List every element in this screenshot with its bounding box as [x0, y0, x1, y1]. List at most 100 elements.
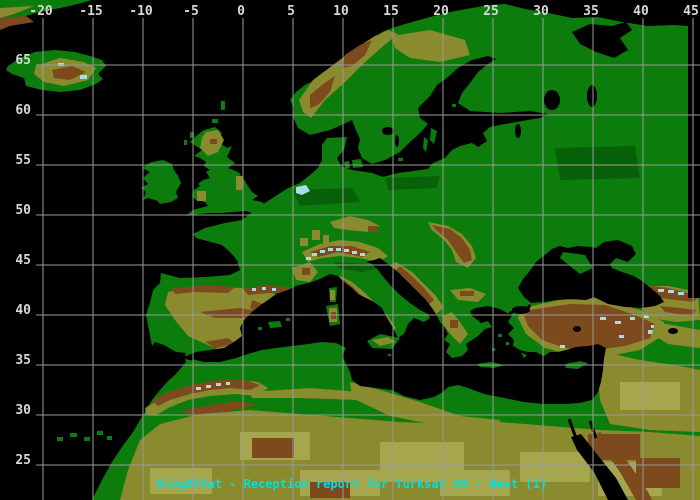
longitude-tick-label: 30 — [533, 4, 549, 19]
bornholm — [398, 158, 403, 161]
longitude-tick-label: -15 — [79, 4, 102, 19]
oland — [423, 137, 428, 152]
alps-peak-2 — [312, 253, 317, 256]
alps-peak-4 — [328, 248, 333, 251]
lake-onega — [587, 85, 597, 107]
aland — [452, 104, 456, 107]
shetland — [221, 101, 225, 110]
grampians — [210, 139, 217, 144]
alps-peak-1 — [306, 257, 311, 260]
wales-upland — [197, 191, 206, 201]
vatnajokull-glacier — [80, 75, 87, 79]
red-sea — [571, 434, 628, 500]
lesser-caucasus — [660, 306, 696, 316]
sahara-khaki-1 — [150, 468, 212, 494]
pindus-ridge — [450, 320, 458, 328]
sahara-khaki-7 — [440, 470, 510, 496]
map-title: KingOfSat - Reception report for Turksat… — [157, 477, 547, 491]
atlas-peak-1 — [196, 387, 201, 390]
strait-of-gibraltar — [182, 355, 194, 361]
zealand — [352, 159, 363, 168]
ireland — [141, 160, 181, 204]
iceland-mountains — [52, 66, 86, 80]
algeria-interior-upland — [250, 388, 360, 400]
taurus-peak — [560, 345, 565, 348]
anatolia-peak-5 — [651, 325, 656, 328]
massif-central-core — [302, 268, 310, 275]
sahara-brown-1 — [252, 438, 294, 458]
dinaric-mountains — [396, 266, 434, 305]
caspian-edge-strip — [688, 0, 700, 298]
aegean-island-1 — [498, 334, 502, 337]
orkney — [212, 119, 218, 123]
longitude-tick-label: -5 — [183, 4, 199, 19]
longitude-tick-label: 0 — [237, 4, 245, 19]
lapland-upland — [392, 30, 470, 62]
alps-peak-6 — [344, 249, 349, 252]
alps-mountains — [310, 246, 370, 257]
longitude-tick-label: 20 — [433, 4, 449, 19]
alps-peak-3 — [320, 250, 325, 253]
russia-plain — [555, 146, 640, 180]
anatolia-peak-4 — [644, 315, 649, 318]
sahara-brown-4 — [310, 482, 350, 498]
latitude-tick-label: 40 — [15, 303, 31, 318]
canary-island-2 — [70, 433, 77, 437]
latitude-tick-label: 25 — [15, 453, 31, 468]
latitude-tick-label: 60 — [15, 103, 31, 118]
sicily-upland — [372, 337, 396, 346]
alps-peak-7 — [352, 251, 357, 254]
pyrenees-peak-1 — [252, 288, 256, 291]
red-sea-hills — [594, 432, 652, 500]
longitude-tick-label: 5 — [287, 4, 295, 19]
seas — [182, 22, 678, 500]
lake-vanern — [382, 127, 394, 135]
longitude-tick-label: 45 — [683, 4, 699, 19]
pyrenees-peak-2 — [262, 287, 266, 290]
greenland-coast — [0, 0, 92, 26]
atlas-upland — [145, 380, 268, 416]
longitude-tick-label: 35 — [583, 4, 599, 19]
greenland-upland — [0, 6, 34, 18]
scandes-mountains-north — [342, 40, 372, 68]
sahara-khaki-4 — [520, 452, 590, 482]
rhodes — [521, 353, 527, 358]
axis-labels-layer: -20 -15 -10 -5 0 5 10 15 20 25 30 35 40 45 65 60 55 50 45 4… — [15, 4, 698, 468]
crimea — [560, 252, 593, 274]
alps-peak-8 — [360, 253, 365, 256]
anatolia-peak-3 — [630, 317, 635, 320]
gotland — [430, 128, 437, 144]
sea-of-marmara — [512, 306, 530, 314]
latitude-tick-label: 65 — [15, 53, 31, 68]
ibiza — [258, 327, 262, 330]
lake-peipus — [515, 124, 521, 138]
atlas-peak-4 — [226, 382, 230, 385]
greenland-mountains — [0, 16, 34, 30]
caucasus-peak-4 — [678, 292, 684, 295]
caucasus-peak-3 — [668, 290, 674, 293]
mediterranean-sea — [186, 258, 606, 404]
ararat-peak — [648, 330, 654, 334]
dardanelles-strait — [508, 309, 515, 316]
armenian-highlands — [652, 322, 700, 348]
longitude-tick-label: 15 — [383, 4, 399, 19]
lake-tuz — [573, 326, 581, 332]
alps-peak-5 — [336, 248, 341, 251]
jura — [300, 238, 308, 246]
saharan-atlas — [180, 401, 256, 417]
lake-ladoga — [544, 90, 560, 110]
canary-island-4 — [97, 431, 103, 435]
carpathians-mountains — [432, 225, 472, 263]
latitude-tick-label: 50 — [15, 203, 31, 218]
white-sea — [572, 22, 632, 58]
syrian-desert — [620, 382, 680, 410]
mallorca — [268, 321, 282, 328]
latitude-tick-label: 35 — [15, 353, 31, 368]
bosporus-strait — [524, 304, 532, 312]
latitude-tick-label: 45 — [15, 253, 31, 268]
latitude-tick-label: 30 — [15, 403, 31, 418]
longitude-tick-label: -20 — [29, 4, 53, 19]
swabian-alb — [323, 235, 329, 243]
